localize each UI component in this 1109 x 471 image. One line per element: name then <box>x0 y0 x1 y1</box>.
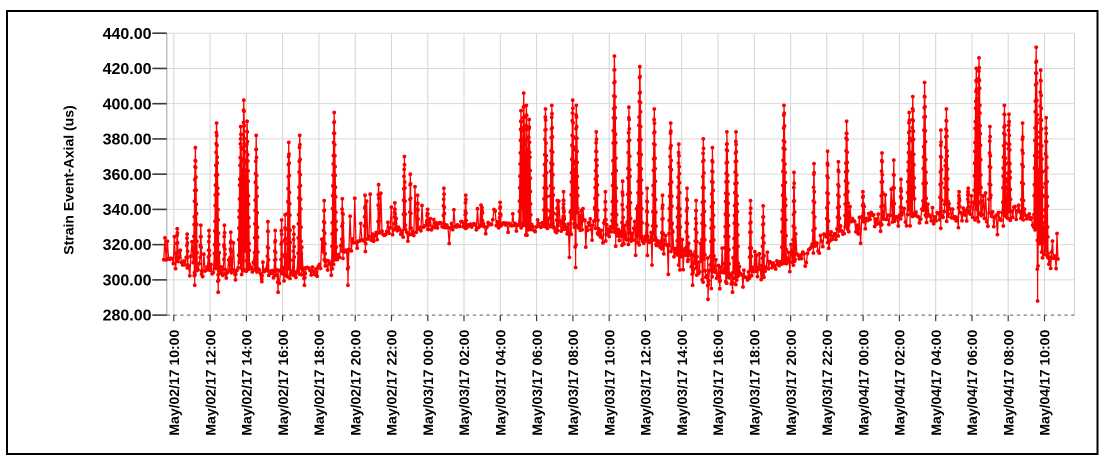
svg-text:340.00: 340.00 <box>103 202 152 219</box>
svg-text:May/03/17 12:00: May/03/17 12:00 <box>638 330 654 436</box>
svg-text:Strain Event-Axial (us): Strain Event-Axial (us) <box>61 105 77 254</box>
svg-text:360.00: 360.00 <box>103 167 152 184</box>
svg-text:May/03/17 22:00: May/03/17 22:00 <box>819 330 835 436</box>
svg-text:May/02/17 18:00: May/02/17 18:00 <box>311 330 327 436</box>
svg-text:May/03/17 10:00: May/03/17 10:00 <box>601 330 617 436</box>
svg-text:May/04/17 06:00: May/04/17 06:00 <box>964 330 980 436</box>
svg-text:280.00: 280.00 <box>103 308 152 325</box>
svg-text:May/03/17 18:00: May/03/17 18:00 <box>747 330 763 436</box>
svg-text:May/02/17 10:00: May/02/17 10:00 <box>166 330 182 436</box>
svg-text:May/04/17 04:00: May/04/17 04:00 <box>928 330 944 436</box>
svg-text:May/02/17 22:00: May/02/17 22:00 <box>384 330 400 436</box>
svg-text:May/03/17 16:00: May/03/17 16:00 <box>710 330 726 436</box>
svg-text:May/03/17 00:00: May/03/17 00:00 <box>420 330 436 436</box>
svg-text:May/03/17 20:00: May/03/17 20:00 <box>783 330 799 436</box>
svg-text:May/04/17 02:00: May/04/17 02:00 <box>892 330 908 436</box>
svg-text:May/03/17 08:00: May/03/17 08:00 <box>565 330 581 436</box>
svg-text:400.00: 400.00 <box>103 96 152 113</box>
svg-text:May/03/17 04:00: May/03/17 04:00 <box>493 330 509 436</box>
svg-text:380.00: 380.00 <box>103 132 152 149</box>
svg-text:May/03/17 14:00: May/03/17 14:00 <box>674 330 690 436</box>
svg-text:440.00: 440.00 <box>103 26 152 43</box>
svg-text:300.00: 300.00 <box>103 273 152 290</box>
svg-text:May/04/17 00:00: May/04/17 00:00 <box>855 330 871 436</box>
svg-text:May/03/17 02:00: May/03/17 02:00 <box>456 330 472 436</box>
svg-text:May/04/17 08:00: May/04/17 08:00 <box>1000 330 1016 436</box>
svg-text:320.00: 320.00 <box>103 237 152 254</box>
svg-text:May/02/17 20:00: May/02/17 20:00 <box>347 330 363 436</box>
svg-text:420.00: 420.00 <box>103 61 152 78</box>
svg-text:May/02/17 16:00: May/02/17 16:00 <box>275 330 291 436</box>
svg-text:May/02/17 14:00: May/02/17 14:00 <box>239 330 255 436</box>
svg-text:May/02/17 12:00: May/02/17 12:00 <box>202 330 218 436</box>
svg-text:May/04/17 10:00: May/04/17 10:00 <box>1037 330 1053 436</box>
svg-text:May/03/17 06:00: May/03/17 06:00 <box>529 330 545 436</box>
